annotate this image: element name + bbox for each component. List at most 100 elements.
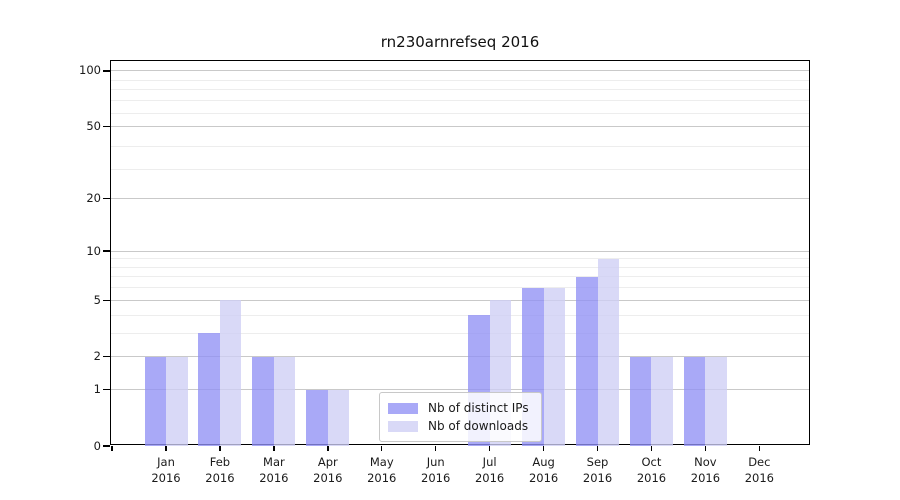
legend-swatch-distinct-ips [388,402,418,414]
x-tick-month: Jan [157,455,175,469]
x-tick-label-jan: Jan 2016 [143,454,189,486]
minor-gridline [111,266,809,268]
x-tick-month: Jul [482,455,497,469]
y-tick-label: 50 [86,118,101,133]
x-tick-label-apr: Apr 2016 [305,454,351,486]
bar-downloads-mar [273,356,296,446]
minor-gridline [111,79,809,81]
bar-downloads-oct [651,356,673,446]
minor-gridline [111,332,809,334]
bar-downloads-aug [543,287,566,446]
x-tick-label-nov: Nov 2016 [682,454,728,486]
major-gridline [111,198,809,200]
bar-distinct-ips-sep [576,276,598,446]
x-tick-label-sep: Sep 2016 [575,454,621,486]
bar-distinct-ips-apr [306,389,328,446]
x-tick-mark [273,446,275,451]
major-gridline [111,250,809,252]
x-tick-label-aug: Aug 2016 [521,454,567,486]
minor-gridline [111,258,809,260]
y-tick-mark [103,388,110,391]
minor-gridline [111,314,809,316]
bar-downloads-jan [166,356,188,446]
x-tick-label-oct: Oct 2016 [628,454,674,486]
x-tick-month: Mar [263,455,285,469]
minor-gridline [111,169,809,171]
x-tick-year: 2016 [313,471,343,485]
x-tick-mark [219,446,221,451]
x-tick-year: 2016 [690,471,721,485]
y-tick-mark [103,70,110,72]
x-tick-month: May [369,455,394,469]
x-tick-month: Dec [748,455,771,469]
major-gridline [111,299,809,301]
x-tick-mark [381,446,383,451]
y-tick-label: 5 [93,292,101,307]
x-tick-label-dec: Dec 2016 [736,454,782,486]
x-tick-month: Aug [532,455,555,469]
legend-label-distinct-ips: Nb of distinct IPs [428,401,529,415]
y-tick-label: 20 [86,191,101,206]
x-tick-year: 2016 [636,471,667,485]
x-tick-year: 2016 [582,471,613,485]
x-tick-mark [542,446,545,451]
x-tick-label-jul: Jul 2016 [467,454,513,486]
legend-item-downloads: Nb of downloads [388,417,529,435]
minor-gridline [111,100,809,102]
x-tick-mark [596,446,599,451]
x-tick-mark [327,446,329,451]
bar-distinct-ips-feb [198,333,220,446]
x-tick-month: Sep [586,455,609,469]
major-gridline [111,389,809,391]
bar-downloads-apr [327,389,350,446]
x-tick-month: Jun [426,455,445,469]
minor-gridline [111,145,809,147]
y-tick-mark [103,125,110,128]
y-tick-mark [103,250,110,252]
y-tick-label: 0 [93,438,101,453]
legend-swatch-downloads [388,420,418,432]
major-gridline [111,125,809,127]
x-tick-year: 2016 [205,471,235,485]
y-tick-label: 100 [79,63,101,78]
x-tick-year: 2016 [367,471,397,485]
bar-distinct-ips-oct [629,356,652,446]
chart-title: rn230arnrefseq 2016 [380,33,540,51]
x-tick-month: Feb [209,455,231,469]
x-tick-mark [758,446,761,451]
x-tick-label-jun: Jun 2016 [413,454,459,486]
x-tick-month: Nov [694,455,717,469]
bar-distinct-ips-jan [144,356,166,446]
bar-distinct-ips-mar [252,356,274,446]
x-tick-mark [650,446,653,451]
bar-downloads-feb [219,300,242,446]
x-tick-month: Apr [317,455,338,469]
y-tick-mark [103,197,110,200]
legend-label-downloads: Nb of downloads [428,419,529,433]
x-tick-label-feb: Feb 2016 [197,454,243,486]
x-tick-year: 2016 [151,471,181,485]
x-tick-year: 2016 [528,471,559,485]
y-tick-mark [103,356,110,358]
x-tick-mark [435,446,437,451]
legend-item-distinct-ips: Nb of distinct IPs [388,399,529,417]
x-tick-year: 2016 [421,471,451,485]
bar-downloads-sep [597,258,620,446]
x-tick-year: 2016 [259,471,289,485]
y-tick-mark [103,299,110,302]
major-gridline [111,70,809,72]
x-tick-label-may: May 2016 [359,454,405,486]
x-tick-year: 2016 [744,471,774,485]
y-tick-label: 10 [86,243,101,258]
x-tick-year: 2016 [474,471,505,485]
x-tick-month: Oct [641,455,662,469]
plot-area: 0 1 2 5 10 20 50 100 Jan 2016 Feb 2016 Mar 2016 Apr 201… [79,60,810,485]
minor-gridline [111,89,809,91]
y-tick-label: 2 [93,349,101,364]
minor-gridline [111,287,809,289]
major-gridline [111,356,809,358]
x-tick-mark [704,446,707,451]
x-tick-mark [488,446,491,451]
x-tick-label-mar: Mar 2016 [251,454,297,486]
